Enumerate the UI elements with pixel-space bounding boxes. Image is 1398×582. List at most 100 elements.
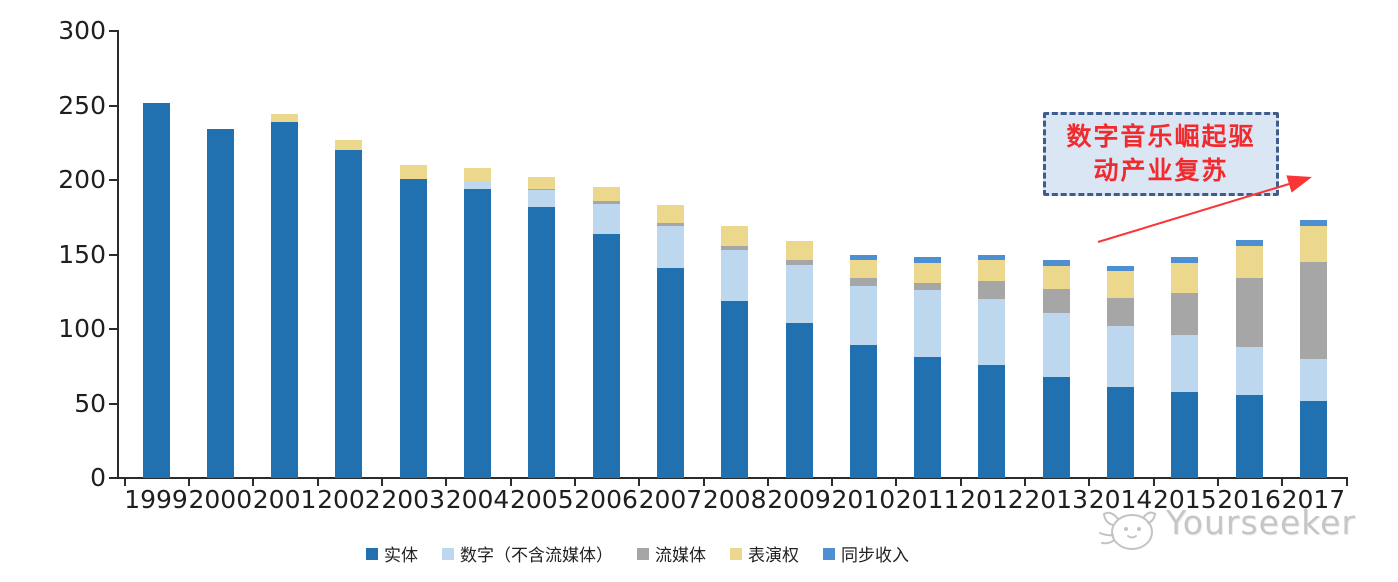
bar-segment-表演权 <box>464 168 491 182</box>
x-tick-mark <box>638 479 641 486</box>
bar-segment-流媒体 <box>785 260 813 265</box>
chart-legend: 实体 数字（不含流媒体） 流媒体 表演权 同步收入 <box>366 541 909 566</box>
yourseeker-logo-icon <box>1099 511 1157 550</box>
legend-label: 表演权 <box>748 546 799 566</box>
bar-segment-实体 <box>592 233 620 478</box>
x-tick-label: 2006 <box>574 485 638 514</box>
x-tick-label: 2009 <box>767 485 831 514</box>
x-tick-label: 2015 <box>1152 485 1217 514</box>
x-tick-label: 2003 <box>381 485 445 514</box>
bar-segment-数字（不含流媒体） <box>592 203 620 234</box>
annotation-line-1: 数字音乐崛起驱 <box>1066 122 1256 151</box>
y-tick-mark <box>109 402 118 405</box>
x-tick-label: 2016 <box>1217 485 1281 514</box>
bar-segment-实体 <box>399 178 427 478</box>
bar-segment-表演权 <box>1107 270 1134 298</box>
bar-segment-表演权 <box>335 139 363 151</box>
bar-segment-表演权 <box>721 226 749 246</box>
legend-label: 实体 <box>384 546 418 566</box>
bar-segment-同步收入 <box>1171 257 1199 264</box>
x-tick-label: 2005 <box>509 485 574 514</box>
y-tick-label: 150 <box>58 239 106 269</box>
x-tick-mark <box>1216 479 1219 486</box>
bar-segment-同步收入 <box>1107 266 1134 271</box>
x-tick-mark <box>959 479 962 486</box>
annotation-line-2: 动产业复苏 <box>1093 156 1229 185</box>
x-tick-mark <box>381 479 384 486</box>
x-tick-label: 2008 <box>702 485 767 514</box>
bar-segment-表演权 <box>849 260 877 279</box>
bar-segment-实体 <box>206 129 234 478</box>
legend-item-实体: 实体 <box>366 541 418 566</box>
x-tick-label: 1999 <box>124 485 188 514</box>
bar-segment-表演权 <box>914 263 942 283</box>
bar-segment-流媒体 <box>1107 297 1134 326</box>
bar-segment-同步收入 <box>1042 260 1070 267</box>
legend-item-数字（不含流媒体）: 数字（不含流媒体） <box>442 541 613 566</box>
bar-segment-表演权 <box>592 187 620 201</box>
bar-segment-实体 <box>785 323 813 478</box>
x-tick-mark <box>1345 479 1348 486</box>
bar-segment-流媒体 <box>914 282 942 291</box>
bar-segment-实体 <box>656 267 684 478</box>
bar-segment-实体 <box>978 364 1006 478</box>
bar-segment-数字（不含流媒体） <box>1042 312 1070 377</box>
x-tick-mark <box>1281 479 1284 486</box>
bar-segment-实体 <box>721 300 749 478</box>
x-tick-mark <box>252 479 255 486</box>
bar-segment-流媒体 <box>849 278 877 286</box>
bar-segment-流媒体 <box>978 281 1006 300</box>
x-tick-mark <box>831 479 834 486</box>
bar-segment-实体 <box>528 206 556 478</box>
bar-segment-同步收入 <box>1235 239 1263 246</box>
bar-segment-数字（不含流媒体） <box>656 226 684 268</box>
y-tick-mark <box>109 179 118 181</box>
bar-segment-实体 <box>464 188 491 478</box>
bar-segment-表演权 <box>399 165 427 179</box>
bar-segment-数字（不含流媒体） <box>1299 358 1327 401</box>
bar-segment-表演权 <box>656 205 684 224</box>
bar-segment-实体 <box>335 150 363 478</box>
x-tick-mark <box>1024 479 1027 486</box>
bar-segment-实体 <box>142 102 170 478</box>
y-tick-label: 50 <box>74 388 106 418</box>
bar-segment-数字（不含流媒体） <box>1171 334 1199 392</box>
x-tick-label: 2017 <box>1281 485 1346 514</box>
x-tick-label: 2013 <box>1024 485 1088 514</box>
bar-segment-实体 <box>1107 387 1134 478</box>
bar-segment-实体 <box>1042 376 1070 478</box>
bar-segment-流媒体 <box>721 245 749 251</box>
bar-segment-实体 <box>1235 394 1263 478</box>
bar-segment-数字（不含流媒体） <box>1107 326 1134 388</box>
bar-segment-数字（不含流媒体） <box>785 264 813 324</box>
x-tick-label: 2004 <box>445 485 510 514</box>
bar-segment-表演权 <box>271 114 299 122</box>
legend-swatch-icon <box>823 547 835 560</box>
x-tick-mark <box>123 479 126 486</box>
x-tick-mark <box>316 479 319 486</box>
x-tick-mark <box>1152 479 1155 486</box>
bar-segment-流媒体 <box>1042 288 1070 313</box>
x-tick-label: 2007 <box>638 485 703 514</box>
bar-segment-同步收入 <box>849 254 877 261</box>
x-tick-label: 2002 <box>317 485 381 514</box>
y-tick-mark <box>109 477 118 479</box>
bar-segment-表演权 <box>528 177 556 189</box>
bar-segment-表演权 <box>978 260 1006 282</box>
annotation-callout: 数字音乐崛起驱 动产业复苏 <box>1043 112 1279 196</box>
x-tick-mark <box>188 479 191 486</box>
x-axis-line <box>117 477 1348 479</box>
legend-item-同步收入: 同步收入 <box>823 541 909 566</box>
x-tick-mark <box>573 479 576 486</box>
y-tick-label: 100 <box>58 314 106 343</box>
bar-segment-表演权 <box>1299 226 1327 262</box>
x-tick-mark <box>766 479 769 486</box>
legend-label: 同步收入 <box>841 546 909 566</box>
x-tick-label: 2001 <box>252 485 317 514</box>
bar-segment-实体 <box>1171 391 1199 478</box>
bar-segment-数字（不含流媒体） <box>464 181 491 189</box>
legend-item-表演权: 表演权 <box>730 541 799 566</box>
bar-segment-表演权 <box>1235 245 1263 279</box>
bar-segment-表演权 <box>1171 263 1199 294</box>
